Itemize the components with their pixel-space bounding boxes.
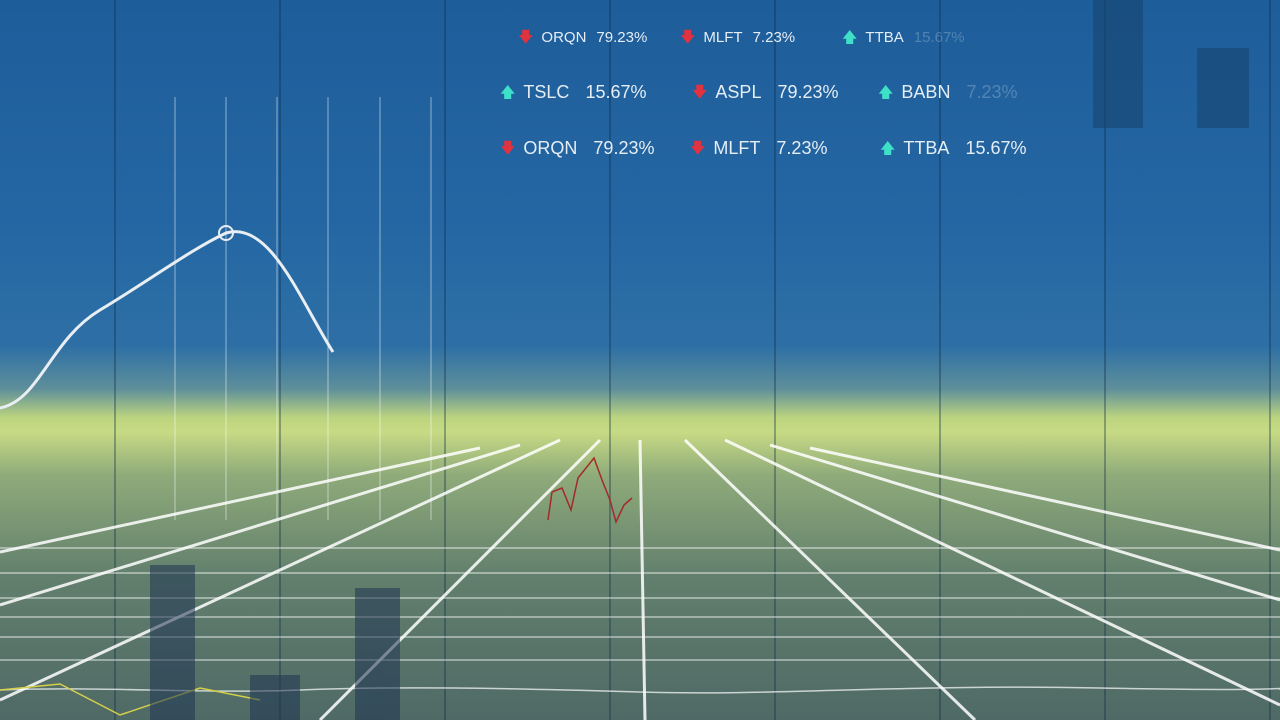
arrow-down-icon: 🡇 — [692, 84, 708, 101]
ticker-symbol: TSLC — [523, 82, 570, 102]
arrow-down-icon: 🡇 — [680, 29, 696, 46]
red-sparkline — [547, 456, 633, 525]
ticker-item: 🡇 ORQN 79.23% — [518, 29, 647, 46]
dot-matrix — [150, 565, 400, 720]
ticker-item: 🡇 MLFT 7.23% — [690, 138, 827, 159]
yellow-wave — [0, 683, 261, 716]
bar-block — [1093, 0, 1143, 128]
ticker-symbol: BABN — [901, 82, 951, 102]
peak-marker — [218, 225, 234, 241]
arrow-down-icon: 🡇 — [690, 140, 706, 157]
arrow-up-icon: 🡅 — [878, 84, 894, 101]
arrow-down-icon: 🡇 — [500, 140, 516, 157]
ticker-symbol: TTBA — [865, 29, 904, 46]
horizontal-scanlines — [0, 547, 1280, 661]
ticker-item: 🡅 TSLC 15.67% — [500, 82, 647, 103]
arrow-up-icon: 🡅 — [500, 84, 516, 101]
ticker-value: 79.23% — [596, 29, 648, 46]
ticker-value: 7.23% — [752, 29, 796, 46]
ticker-symbol: ORQN — [523, 138, 578, 158]
bar-block — [1197, 48, 1249, 128]
ticker-item: 🡅 TTBA 15.67% — [880, 138, 1027, 159]
ticker-item: 🡅 BABN 7.23% — [878, 82, 1018, 103]
arrow-up-icon: 🡅 — [880, 140, 896, 157]
ticker-item: 🡇 ASPL 79.23% — [692, 82, 839, 103]
ticker-symbol: MLFT — [703, 29, 743, 46]
ticker-item: 🡇 MLFT 7.23% — [680, 29, 795, 46]
ticker-item: 🡅 TTBA 15.67% — [842, 29, 965, 46]
ticker-symbol: MLFT — [713, 138, 761, 158]
ticker-item: 🡇 ORQN 79.23% — [500, 138, 654, 159]
arrow-down-icon: 🡇 — [518, 29, 534, 46]
ticker-symbol: ORQN — [541, 29, 587, 46]
arrow-up-icon: 🡅 — [842, 29, 858, 46]
perspective-grid — [0, 438, 1280, 720]
ticker-value: 15.67% — [965, 138, 1027, 158]
ticker-value: 15.67% — [913, 29, 965, 46]
ticker-value: 7.23% — [966, 82, 1018, 102]
ticker-value: 79.23% — [593, 138, 655, 158]
ticker-value: 7.23% — [776, 138, 828, 158]
ticker-symbol: ASPL — [715, 82, 762, 102]
ticker-symbol: TTBA — [903, 138, 950, 158]
bottom-wave — [0, 686, 1280, 694]
ticker-value: 79.23% — [777, 82, 839, 102]
trend-curve — [0, 230, 335, 410]
chart-panel — [174, 97, 432, 520]
ticker-value: 15.67% — [585, 82, 647, 102]
